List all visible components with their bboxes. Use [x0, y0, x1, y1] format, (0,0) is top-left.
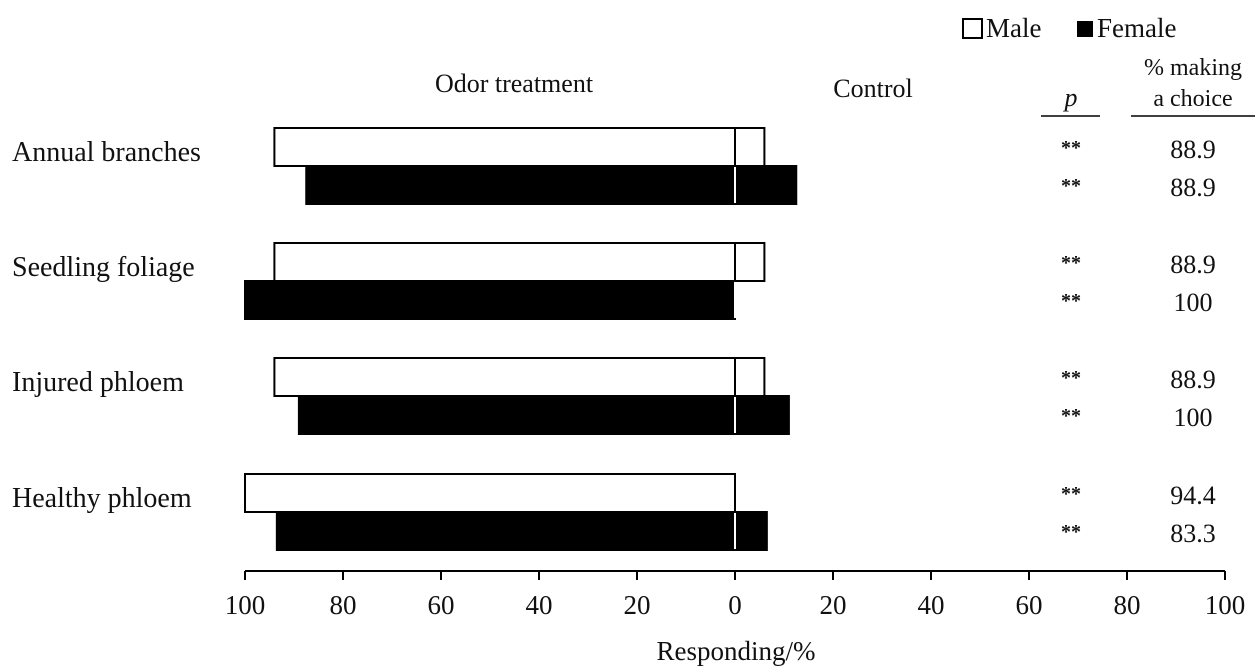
bar-female-control — [734, 395, 790, 435]
p-value-label: ** — [1061, 483, 1081, 505]
category-label: Seedling foliage — [12, 252, 195, 283]
bar-male-odor — [244, 473, 736, 513]
category-label: Injured phloem — [12, 367, 184, 398]
x-tick-label: 20 — [624, 590, 651, 620]
bar-male-control — [734, 357, 766, 397]
percent-choice-label: 100 — [1174, 403, 1213, 432]
bar-male-odor — [273, 357, 736, 397]
choice-header-line2: a choice — [1153, 86, 1232, 112]
bar-male-control — [734, 242, 766, 282]
odor-treatment-header: Odor treatment — [435, 69, 594, 98]
x-tick-label: 40 — [918, 590, 945, 620]
legend-female-label: Female — [1097, 13, 1176, 43]
legend-female-swatch — [1077, 21, 1093, 37]
chart-marks: Annual branches ** 88.9 ** 88.9 Seedling foli… — [12, 127, 1216, 551]
x-tick-label: 0 — [728, 590, 742, 620]
percent-choice-label: 88.9 — [1170, 250, 1216, 279]
legend-male-label: Male — [986, 13, 1041, 43]
percent-choice-label: 88.9 — [1170, 173, 1216, 202]
x-tick-label: 80 — [1114, 590, 1141, 620]
p-value-label: ** — [1061, 175, 1081, 197]
choice-header-line1: % making — [1144, 55, 1242, 81]
bar-male-odor — [273, 242, 736, 282]
p-value-label: ** — [1061, 405, 1081, 427]
legend-male-swatch — [962, 18, 983, 39]
category-label: Annual branches — [12, 137, 201, 168]
x-tick-label: 40 — [526, 590, 553, 620]
bar-female-odor — [297, 395, 736, 435]
p-value-label: ** — [1061, 252, 1081, 274]
bar-female-control — [734, 511, 768, 551]
x-tick-label: 100 — [225, 590, 266, 620]
percent-choice-label: 94.4 — [1170, 481, 1216, 510]
x-tick-label: 60 — [428, 590, 455, 620]
x-tick-label: 100 — [1205, 590, 1246, 620]
p-value-label: ** — [1061, 367, 1081, 389]
x-axis-title: Responding/% — [657, 636, 816, 666]
bar-female-odor — [305, 165, 736, 205]
x-tick-label: 20 — [820, 590, 847, 620]
p-value-label: ** — [1061, 137, 1081, 159]
bar-female-control — [734, 165, 798, 205]
percent-choice-label: 88.9 — [1170, 135, 1216, 164]
p-value-label: ** — [1061, 521, 1081, 543]
x-tick-label: 60 — [1016, 590, 1043, 620]
x-axis: 100 80 60 40 20 0 20 40 60 80 100 — [225, 570, 1246, 620]
control-header: Control — [833, 74, 912, 103]
percent-choice-label: 83.3 — [1170, 519, 1216, 548]
legend: Male Female — [962, 13, 1176, 43]
bar-male-control — [734, 127, 766, 167]
percent-choice-label: 88.9 — [1170, 365, 1216, 394]
x-tick-label: 80 — [330, 590, 357, 620]
p-header: p — [1063, 83, 1078, 112]
category-label: Healthy phloem — [12, 483, 192, 514]
percent-choice-label: 100 — [1174, 288, 1213, 317]
p-value-label: ** — [1061, 290, 1081, 312]
bar-female-odor — [275, 511, 736, 551]
bar-female-odor — [244, 280, 736, 320]
bar-male-odor — [273, 127, 736, 167]
